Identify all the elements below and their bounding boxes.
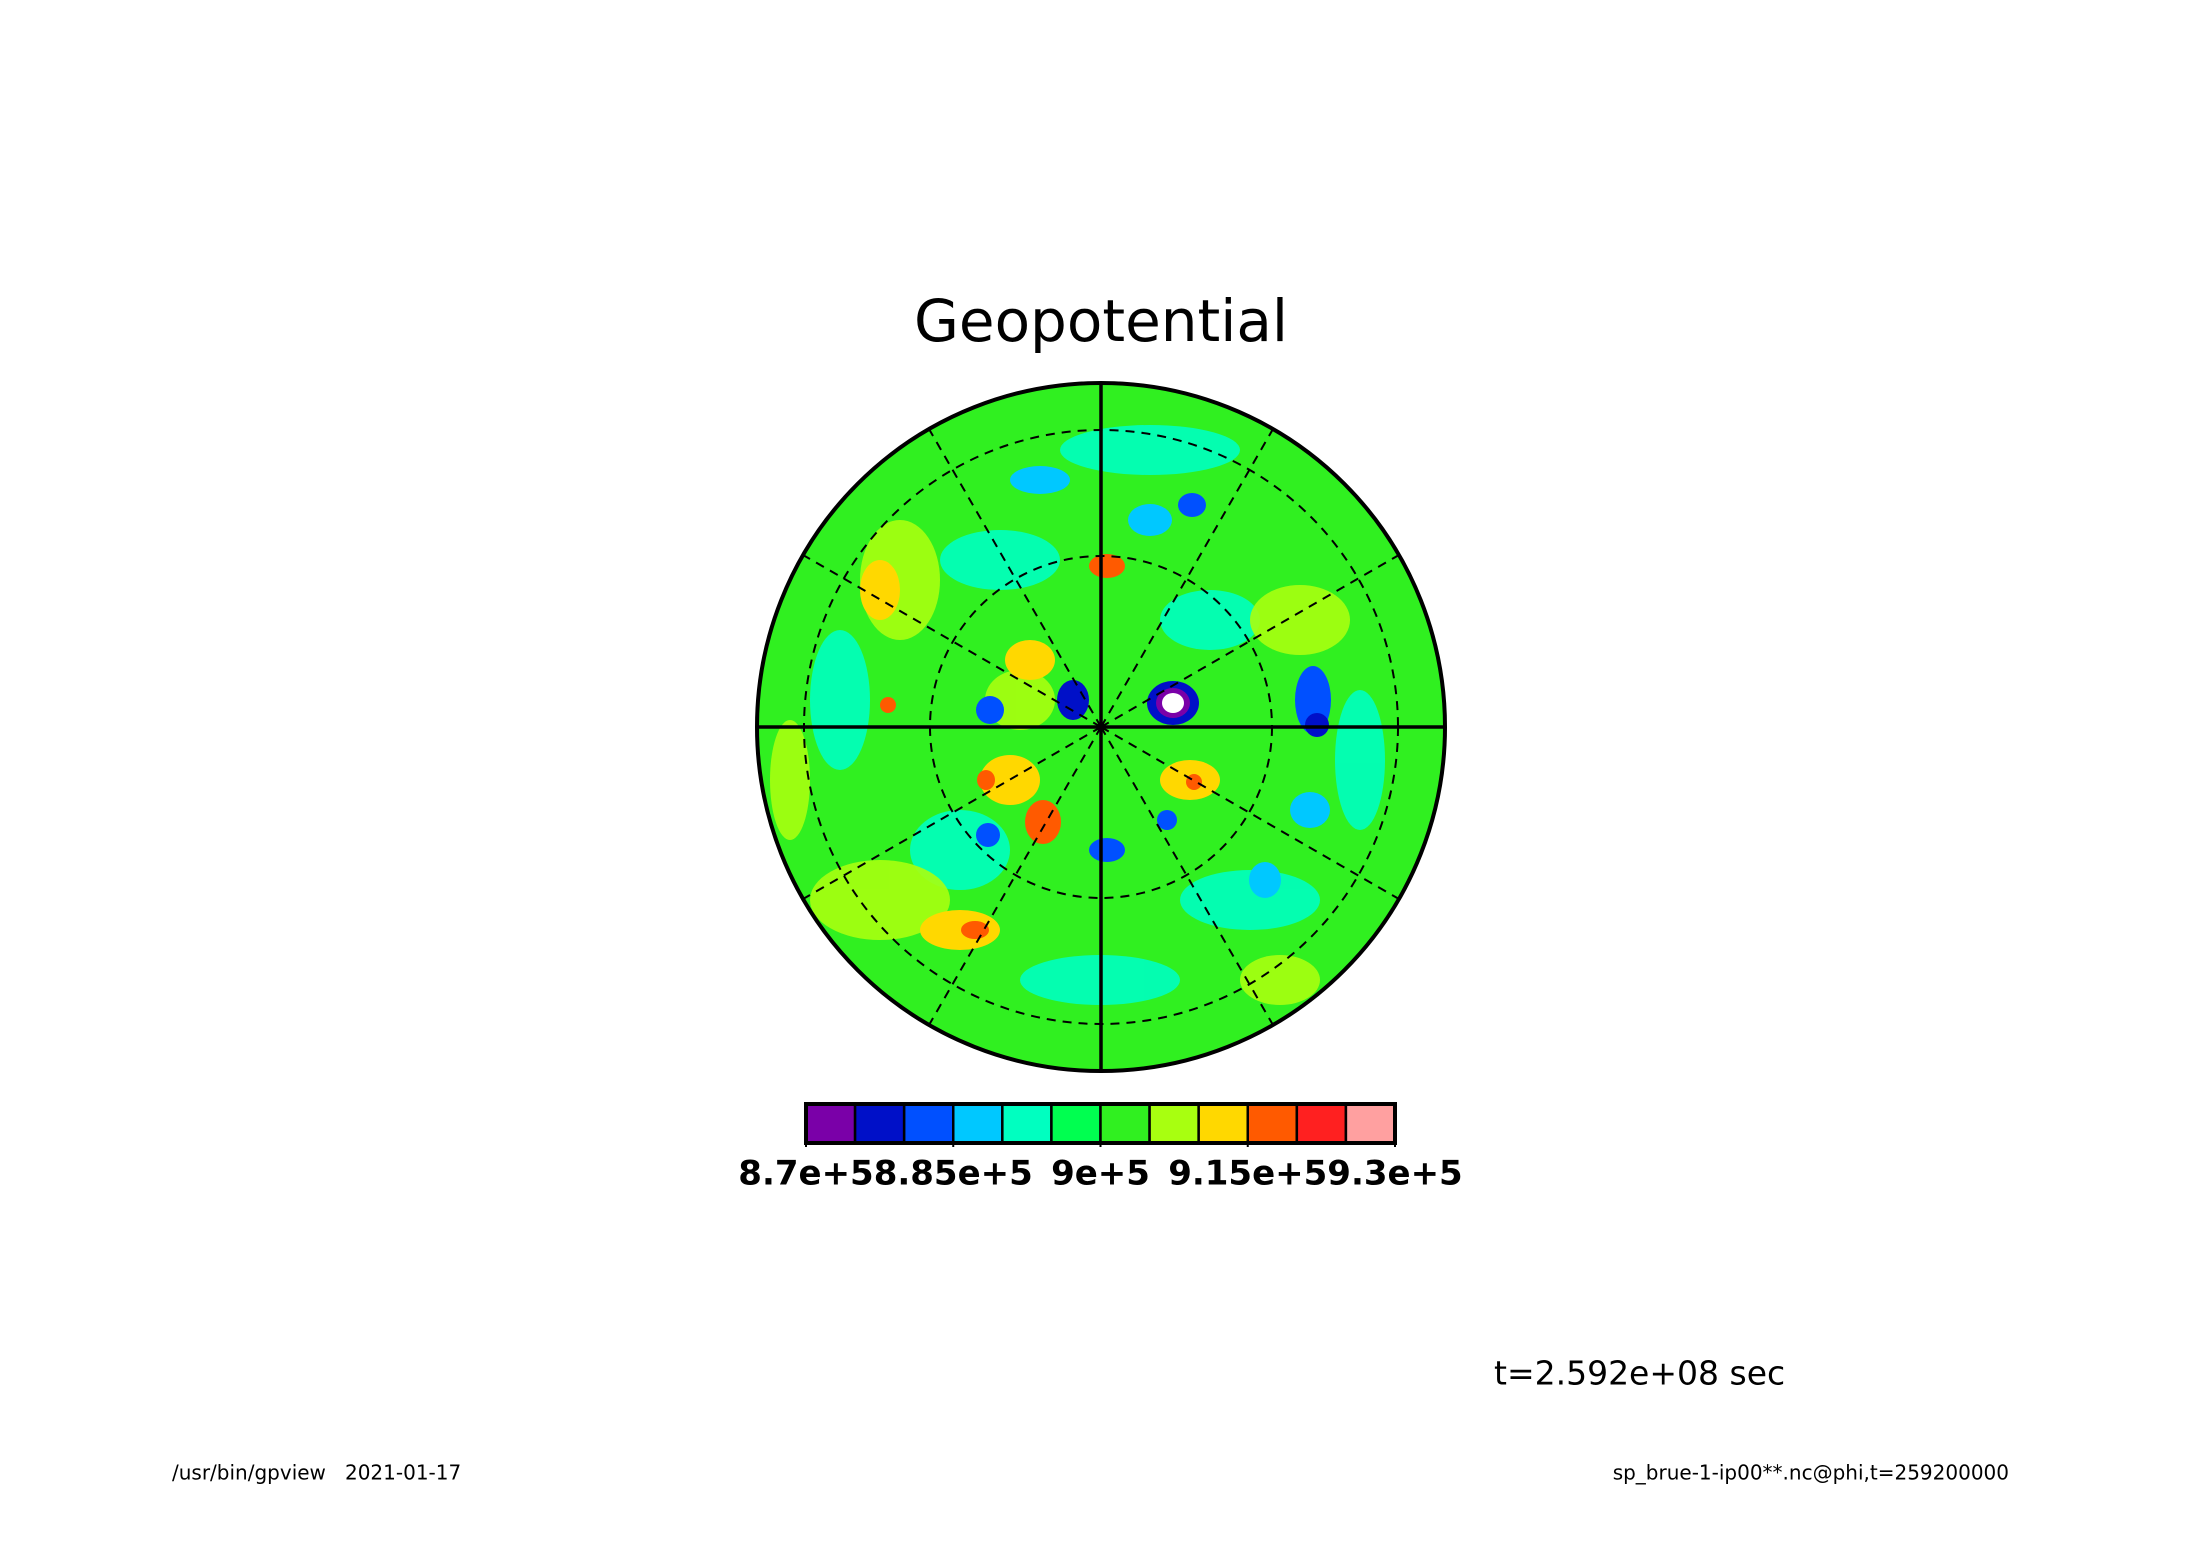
colorbar-box: [853, 1102, 906, 1145]
colorbar-tick-label: 8.85e+5: [874, 1154, 1033, 1194]
colorbar-box: [1099, 1102, 1151, 1145]
colorbar-box: [1001, 1102, 1053, 1145]
time-label: t=2.592e+08 sec: [1494, 1354, 1785, 1393]
map-boundary: [755, 381, 1447, 1073]
colorbar-box: [1050, 1102, 1102, 1145]
colorbar-tick-label: 8.7e+5: [738, 1154, 873, 1194]
colorbar-box: [1344, 1102, 1397, 1145]
colorbar-box: [952, 1102, 1004, 1145]
colorbar-tick-label: 9e+5: [1051, 1154, 1150, 1194]
colorbar-box: [1148, 1102, 1200, 1145]
chart-title: Geopotential: [914, 287, 1288, 355]
colorbar-box: [902, 1102, 955, 1145]
colorbar-box: [804, 1102, 857, 1145]
colorbar-box: [1246, 1102, 1299, 1145]
footer-right: sp_brue-1-ip00**.nc@phi,t=259200000: [1613, 1461, 2009, 1485]
colorbar-tick-label: 9.15e+5: [1168, 1154, 1327, 1194]
colorbar-box: [1295, 1102, 1348, 1145]
footer-left: /usr/bin/gpview 2021-01-17: [172, 1461, 461, 1485]
colorbar-tick-label: 9.3e+5: [1327, 1154, 1462, 1194]
colorbar-box: [1197, 1102, 1249, 1145]
axes-cross: [757, 383, 1445, 1071]
